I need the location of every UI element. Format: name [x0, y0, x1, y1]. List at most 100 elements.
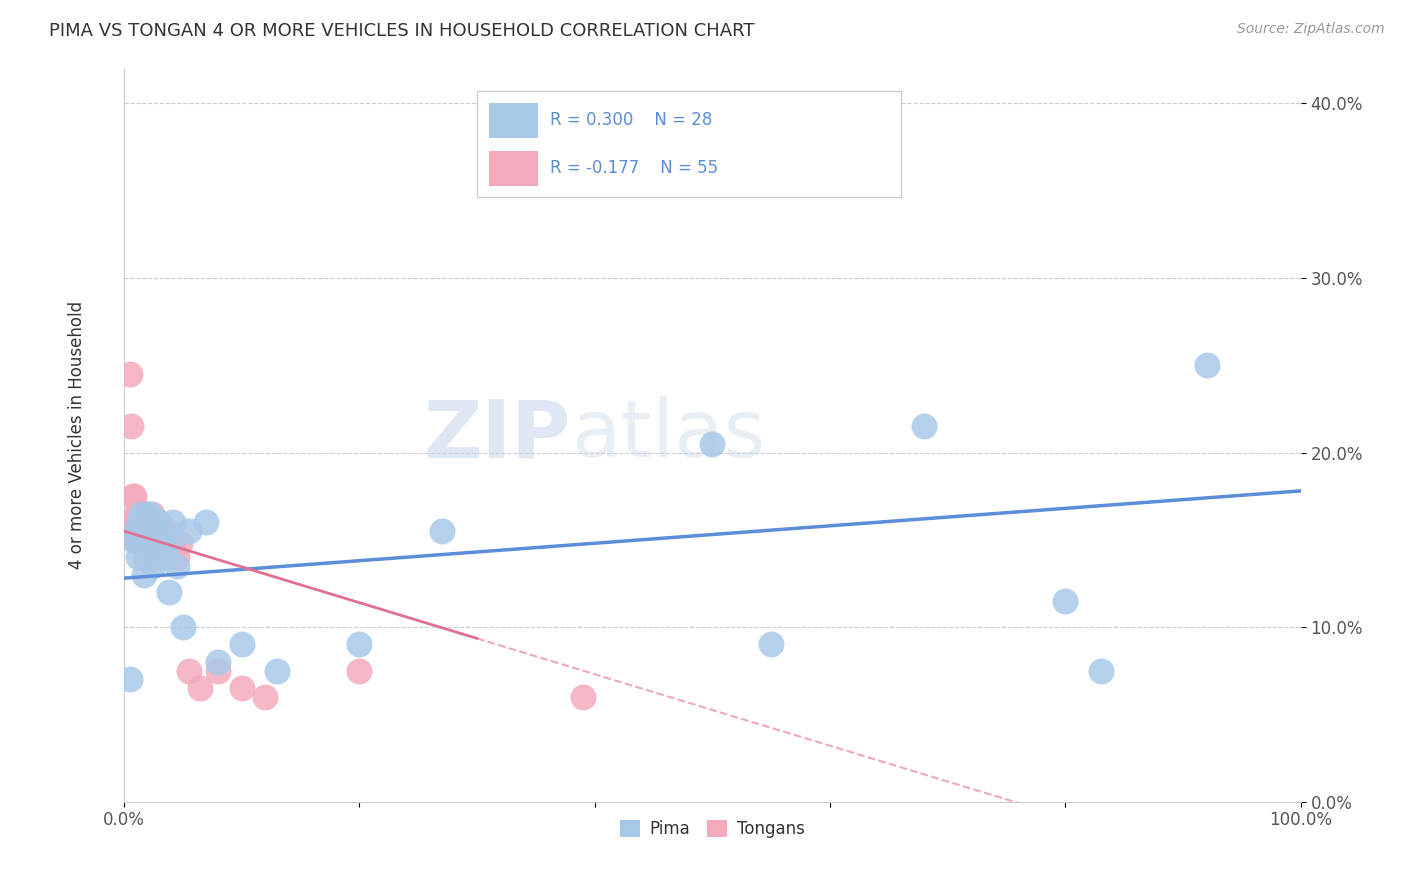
Point	[128, 533, 150, 547]
Text: atlas: atlas	[571, 396, 765, 474]
FancyBboxPatch shape	[477, 90, 900, 197]
Point	[131, 507, 153, 521]
Point	[177, 524, 200, 538]
Text: 4 or more Vehicles in Household: 4 or more Vehicles in Household	[67, 301, 86, 569]
Point	[138, 541, 160, 556]
Point	[148, 516, 170, 530]
Point	[231, 638, 253, 652]
Point	[166, 558, 188, 573]
Point	[136, 516, 159, 530]
Point	[162, 516, 184, 530]
Point	[141, 533, 163, 547]
Point	[117, 524, 139, 538]
Point	[136, 507, 159, 521]
Point	[124, 533, 146, 547]
Point	[150, 533, 173, 547]
Point	[127, 507, 149, 521]
Point	[122, 516, 145, 530]
Point	[146, 524, 169, 538]
Point	[162, 541, 184, 556]
Point	[157, 585, 180, 599]
Point	[150, 533, 173, 547]
Point	[231, 681, 253, 695]
Point	[1090, 664, 1112, 678]
Text: ZIP: ZIP	[423, 396, 571, 474]
Point	[146, 536, 169, 550]
Point	[131, 507, 153, 521]
Point	[143, 541, 166, 556]
Point	[145, 524, 167, 538]
Point	[160, 536, 183, 550]
Point	[160, 533, 183, 547]
Point	[138, 507, 160, 521]
Text: R = -0.177    N = 55: R = -0.177 N = 55	[550, 159, 718, 178]
Point	[138, 524, 160, 538]
Point	[145, 533, 167, 547]
Point	[177, 664, 200, 678]
Point	[207, 664, 229, 678]
FancyBboxPatch shape	[489, 151, 538, 186]
Point	[347, 638, 370, 652]
Point	[166, 550, 188, 565]
Point	[118, 367, 141, 381]
Point	[138, 533, 160, 547]
Point	[128, 516, 150, 530]
Point	[124, 489, 146, 503]
FancyBboxPatch shape	[489, 103, 538, 138]
Point	[266, 664, 288, 678]
Point	[702, 437, 724, 451]
Point	[153, 550, 176, 565]
Point	[120, 419, 142, 434]
Point	[129, 524, 152, 538]
Point	[169, 536, 191, 550]
Point	[124, 524, 146, 538]
Point	[125, 524, 148, 538]
Point	[188, 681, 211, 695]
Point	[131, 524, 153, 538]
Point	[135, 507, 157, 521]
Point	[142, 516, 165, 530]
Point	[347, 664, 370, 678]
Point	[136, 533, 159, 547]
Point	[142, 516, 165, 530]
Point	[148, 541, 170, 556]
Legend: Pima, Tongans: Pima, Tongans	[613, 813, 811, 845]
Point	[153, 541, 176, 556]
Point	[254, 690, 277, 704]
Point	[136, 524, 159, 538]
Point	[131, 533, 153, 547]
Point	[572, 690, 595, 704]
Point	[124, 524, 146, 538]
Point	[121, 524, 143, 538]
Text: R = 0.300    N = 28: R = 0.300 N = 28	[550, 111, 713, 128]
Point	[148, 524, 170, 538]
Point	[134, 524, 156, 538]
Point	[122, 489, 145, 503]
Point	[148, 550, 170, 565]
Point	[430, 524, 453, 538]
Point	[134, 550, 156, 565]
Point	[132, 567, 155, 582]
Text: PIMA VS TONGAN 4 OR MORE VEHICLES IN HOUSEHOLD CORRELATION CHART: PIMA VS TONGAN 4 OR MORE VEHICLES IN HOU…	[49, 22, 755, 40]
Point	[157, 541, 180, 556]
Point	[141, 507, 163, 521]
Point	[132, 516, 155, 530]
Text: Source: ZipAtlas.com: Source: ZipAtlas.com	[1237, 22, 1385, 37]
Point	[912, 419, 935, 434]
Point	[118, 673, 141, 687]
Point	[131, 533, 153, 547]
Point	[132, 533, 155, 547]
Point	[207, 655, 229, 669]
Point	[134, 541, 156, 556]
Point	[152, 524, 174, 538]
Point	[142, 550, 165, 565]
Point	[124, 507, 146, 521]
Point	[139, 524, 162, 538]
Point	[142, 558, 165, 573]
Point	[195, 516, 218, 530]
Point	[1054, 594, 1077, 608]
Point	[128, 516, 150, 530]
Point	[759, 638, 782, 652]
Point	[138, 516, 160, 530]
Point	[1195, 358, 1218, 372]
